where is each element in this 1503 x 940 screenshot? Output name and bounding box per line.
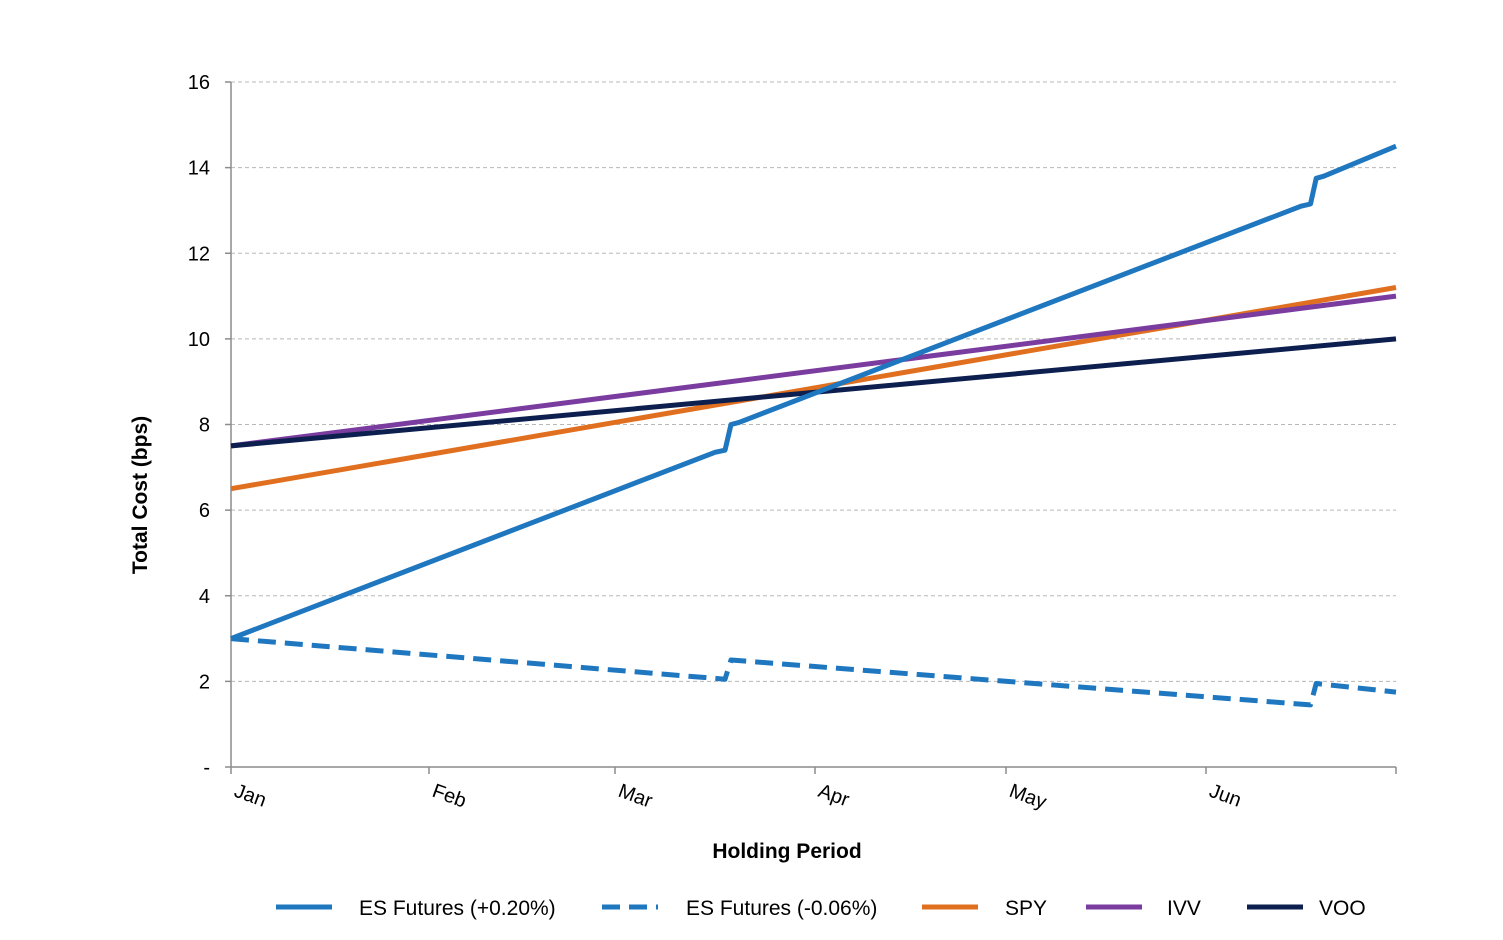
y-tick-label: 12 (188, 243, 210, 265)
y-tick-label: 14 (188, 158, 210, 180)
legend-label: ES Futures (-0.06%) (686, 897, 877, 920)
series-line-es-futures-0-20 (230, 143, 1397, 641)
y-axis-ticks: - 2 4 6 8 10 12 14 16 (188, 72, 231, 779)
x-axis-title: Holding Period (712, 840, 861, 863)
legend-label: SPY (1005, 897, 1047, 920)
series-line-ivv (230, 293, 1397, 449)
y-tick-label: 16 (188, 72, 210, 94)
series-group (230, 143, 1397, 708)
y-tick-label: 4 (199, 586, 210, 608)
y-tick-label: 6 (199, 500, 210, 522)
y-axis-title: Total Cost (bps) (129, 416, 152, 574)
y-tick-label: 10 (188, 329, 210, 351)
y-tick-label: 8 (199, 415, 210, 437)
series-line-es-futures-0-06 (230, 636, 1397, 708)
gridlines (231, 81, 1396, 682)
legend-label: VOO (1319, 897, 1366, 920)
y-tick-label: 2 (199, 671, 210, 693)
legend-label: IVV (1167, 897, 1201, 920)
legend-label: ES Futures (+0.20%) (359, 897, 556, 920)
legend: ES Futures (+0.20%) ES Futures (-0.06%) SP… (276, 897, 1366, 920)
y-tick-label: - (203, 757, 210, 779)
